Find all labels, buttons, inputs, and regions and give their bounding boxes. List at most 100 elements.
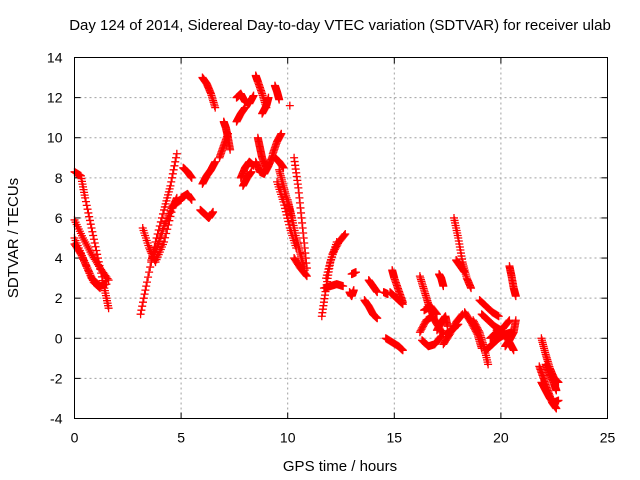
data-point — [172, 149, 181, 158]
data-point — [85, 212, 94, 221]
series-arc-aj — [347, 268, 360, 279]
x-tick-label: 10 — [280, 430, 296, 446]
data-point — [340, 230, 349, 239]
data-point — [79, 234, 88, 242]
series-arc-bc — [475, 296, 503, 321]
data-point — [373, 314, 382, 323]
data-points — [70, 71, 563, 413]
data-point — [453, 320, 462, 329]
series-arc-h — [177, 189, 196, 204]
data-point — [82, 240, 91, 249]
data-point — [140, 290, 149, 299]
series-arc-ay — [449, 213, 476, 293]
y-tick-label: 4 — [55, 250, 63, 266]
y-tick-label: 12 — [47, 90, 63, 106]
data-point — [452, 321, 461, 330]
data-point — [168, 169, 177, 178]
data-point — [161, 233, 170, 242]
chart-title: Day 124 of 2014, Sidereal Day-to-day VTE… — [69, 17, 611, 34]
data-point — [142, 278, 151, 287]
series-arc-v — [258, 93, 273, 118]
data-point — [351, 268, 360, 277]
data-point — [148, 254, 157, 263]
data-point — [88, 227, 97, 236]
data-point — [398, 299, 407, 308]
data-point — [84, 244, 93, 253]
data-point — [437, 332, 446, 341]
data-point — [247, 167, 256, 176]
data-point — [88, 274, 97, 283]
data-point — [211, 103, 220, 112]
data-point — [82, 262, 91, 271]
x-tick-label: 5 — [177, 430, 185, 446]
y-tick-label: -4 — [50, 411, 63, 427]
data-point — [279, 163, 288, 172]
data-point — [554, 396, 563, 405]
data-point — [249, 91, 258, 100]
data-point — [146, 263, 155, 272]
data-point — [552, 386, 561, 395]
data-point — [104, 276, 113, 285]
y-tick-label: 0 — [55, 330, 63, 346]
data-point — [301, 270, 310, 279]
data-point — [166, 181, 175, 190]
data-point — [431, 308, 440, 317]
data-point — [494, 312, 503, 321]
data-point — [86, 220, 95, 229]
y-tick-label: -2 — [50, 370, 63, 386]
series-arc-ae — [285, 101, 294, 110]
data-point — [152, 243, 161, 252]
series-arc-af — [317, 238, 341, 321]
series-arc-x — [268, 129, 286, 158]
data-point — [81, 260, 90, 269]
data-point — [241, 103, 250, 112]
series-arc-ai — [345, 286, 358, 301]
data-point — [80, 236, 89, 245]
y-tick-label: 14 — [47, 50, 63, 66]
data-point — [436, 333, 445, 342]
data-point — [83, 205, 92, 214]
series-arc-av — [432, 312, 452, 335]
series-arc-bl — [537, 378, 563, 407]
series-arc-i — [179, 163, 196, 182]
data-point — [349, 286, 358, 295]
data-point — [96, 284, 105, 293]
data-point — [224, 129, 233, 138]
y-tick-label: 2 — [55, 290, 63, 306]
series-arc-l — [196, 205, 218, 222]
data-point — [285, 101, 294, 110]
series-arc-r — [238, 167, 256, 190]
data-point — [302, 272, 311, 281]
data-point — [87, 223, 96, 232]
data-point — [85, 246, 94, 255]
data-point — [136, 310, 145, 319]
x-tick-label: 25 — [600, 430, 616, 446]
series-arc-bm — [541, 360, 561, 395]
data-point — [81, 193, 90, 202]
data-point — [152, 245, 161, 254]
data-point — [89, 231, 98, 240]
data-point — [91, 242, 100, 251]
series-arc-al — [364, 276, 382, 297]
grid-lines — [74, 57, 608, 419]
data-point — [454, 320, 463, 329]
data-point — [209, 207, 218, 216]
data-point — [397, 298, 406, 307]
data-point — [511, 292, 520, 301]
x-tick-label: 20 — [493, 430, 509, 446]
series-arc-n — [215, 129, 233, 162]
data-point — [138, 298, 147, 307]
data-point — [170, 161, 179, 170]
series-arc-ag — [322, 229, 350, 283]
data-point — [84, 267, 93, 276]
data-point — [156, 217, 165, 226]
data-point — [151, 247, 160, 256]
data-point — [83, 264, 92, 273]
data-point — [95, 283, 104, 292]
data-point — [81, 197, 90, 206]
series-arc-y — [270, 153, 288, 172]
data-point — [302, 271, 311, 280]
data-point — [82, 201, 91, 210]
data-point — [264, 93, 273, 102]
